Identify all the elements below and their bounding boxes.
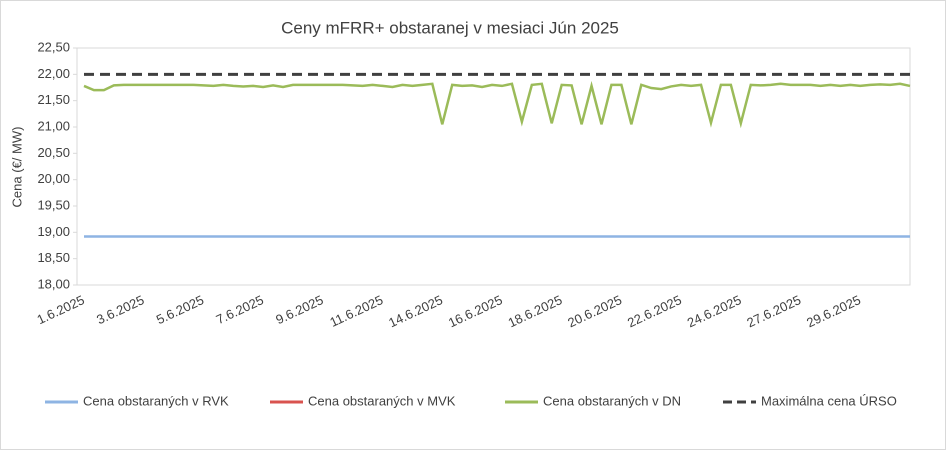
y-tick-label: 20,00 bbox=[37, 171, 70, 186]
legend-label: Cena obstaraných v RVK bbox=[83, 393, 229, 408]
y-tick-label: 22,50 bbox=[37, 39, 70, 54]
y-tick-label: 19,00 bbox=[37, 224, 70, 239]
y-tick-label: 18,50 bbox=[37, 250, 70, 265]
y-tick-label: 20,50 bbox=[37, 145, 70, 160]
legend-label: Cena obstaraných v MVK bbox=[308, 393, 456, 408]
y-tick-label: 21,00 bbox=[37, 118, 70, 133]
legend-label: Maximálna cena ÚRSO bbox=[761, 393, 897, 408]
series-line bbox=[83, 80, 911, 129]
y-tick-label: 18,00 bbox=[37, 276, 70, 291]
legend-label: Cena obstaraných v DN bbox=[543, 393, 681, 408]
y-tick-label: 22,00 bbox=[37, 66, 70, 81]
chart-title: Ceny mFRR+ obstaranej v mesiaci Jún 2025 bbox=[281, 18, 619, 37]
y-tick-label: 21,50 bbox=[37, 92, 70, 107]
plot-area bbox=[76, 47, 911, 286]
y-axis-title: Cena (€/ MW) bbox=[9, 127, 24, 208]
y-tick-label: 19,50 bbox=[37, 197, 70, 212]
